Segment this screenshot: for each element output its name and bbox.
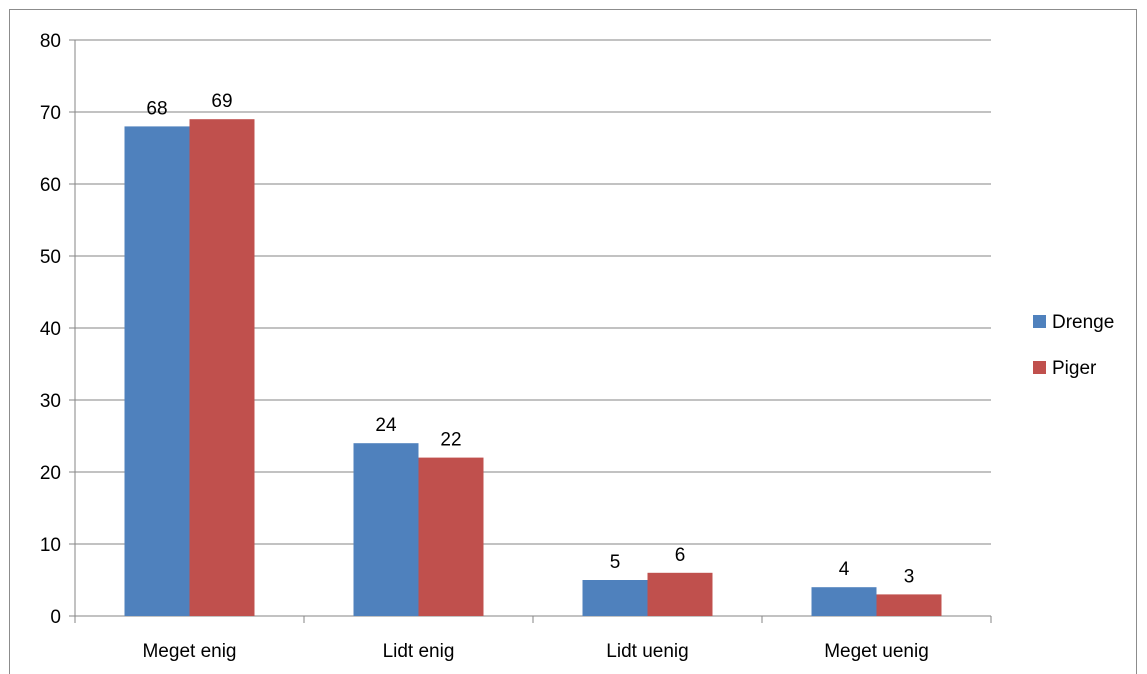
x-tick-label: Lidt enig [383, 641, 455, 662]
y-tick-label: 0 [50, 607, 61, 628]
x-tick-label: Lidt uenig [606, 641, 688, 662]
y-tick-label: 50 [40, 247, 61, 268]
bar-piger [647, 572, 713, 616]
y-tick-label: 10 [40, 535, 61, 556]
bars [124, 119, 942, 617]
bar-drenge [582, 580, 648, 616]
y-tick-label: 20 [40, 463, 61, 484]
data-label: 5 [610, 552, 621, 573]
bar-drenge [811, 587, 877, 616]
data-labels: 68 69 24 22 5 6 4 3 [146, 91, 914, 587]
data-label: 22 [440, 430, 461, 451]
legend-swatch [1033, 361, 1046, 374]
legend-swatch [1033, 315, 1046, 328]
y-tick-label: 70 [40, 103, 61, 124]
x-axis: Meget enig Lidt enig Lidt uenig Meget uenig [74, 615, 992, 662]
y-axis: 0 10 20 30 40 50 60 70 80 [40, 31, 76, 628]
data-label: 3 [904, 566, 915, 587]
data-label: 69 [211, 91, 232, 112]
bar-piger [876, 594, 942, 616]
legend-label: Drenge [1052, 312, 1114, 333]
bar-drenge [124, 126, 190, 617]
bar-piger [189, 119, 255, 616]
x-tick-label: Meget uenig [824, 641, 929, 662]
y-tick-label: 60 [40, 175, 61, 196]
x-tick-label: Meget enig [142, 641, 236, 662]
data-label: 68 [146, 98, 167, 119]
y-tick-label: 80 [40, 31, 61, 52]
y-tick-label: 40 [40, 319, 61, 340]
data-label: 4 [839, 559, 850, 580]
legend-label: Piger [1052, 358, 1097, 379]
bar-drenge [353, 443, 419, 616]
data-label: 6 [675, 545, 686, 566]
y-tick-label: 30 [40, 391, 61, 412]
bar-piger [418, 457, 484, 616]
legend: Drenge Piger [1033, 312, 1114, 379]
chart-frame [9, 9, 1137, 674]
data-label: 24 [375, 415, 397, 436]
